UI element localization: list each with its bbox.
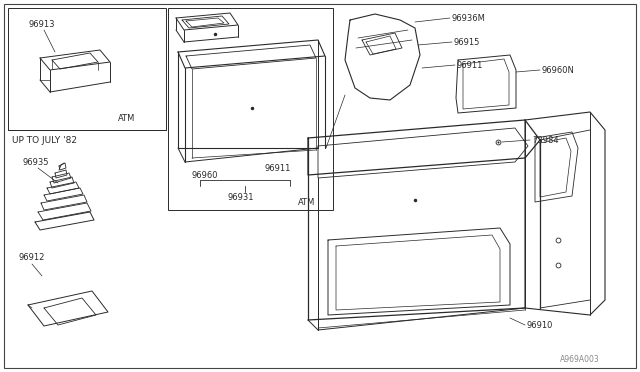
Text: 96913: 96913: [28, 19, 54, 29]
Text: 96912: 96912: [18, 253, 44, 263]
Text: 96910: 96910: [527, 321, 554, 330]
Text: 73984: 73984: [532, 135, 559, 144]
Text: UP TO JULY '82: UP TO JULY '82: [12, 135, 77, 144]
Text: A969A003: A969A003: [560, 356, 600, 365]
Text: ATM: ATM: [298, 198, 316, 206]
Text: 96931: 96931: [228, 192, 255, 202]
Bar: [168, 8, 333, 210]
Text: ATM: ATM: [118, 113, 136, 122]
Text: 96960N: 96960N: [542, 65, 575, 74]
Text: 96960: 96960: [192, 170, 218, 180]
Text: 96911: 96911: [265, 164, 291, 173]
Text: 96935: 96935: [22, 157, 49, 167]
Text: 96936M: 96936M: [452, 13, 486, 22]
Text: 96915: 96915: [454, 38, 481, 46]
Text: 96911: 96911: [457, 61, 483, 70]
Bar: [8, 8, 166, 130]
